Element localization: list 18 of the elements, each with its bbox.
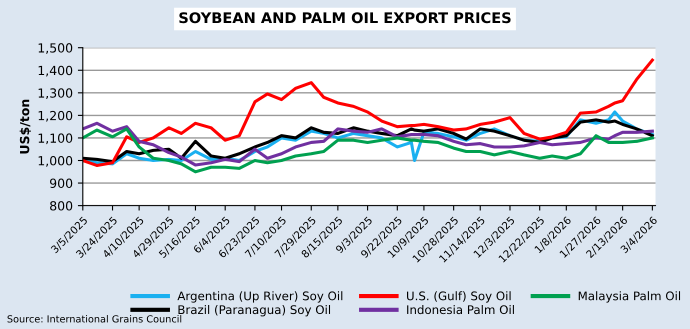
legend-label: Argentina (Up River) Soy Oil <box>177 291 342 303</box>
chart-title: SOYBEAN AND PALM OIL EXPORT PRICES <box>179 12 511 24</box>
y-tick-label: 1,300 <box>38 88 72 100</box>
y-tick-label: 1,000 <box>38 156 72 167</box>
line-series <box>82 58 654 167</box>
y-tick-label: 1,200 <box>38 110 72 122</box>
legend-label: U.S. (Gulf) Soy Oil <box>407 291 511 303</box>
legend-label: Malaysia Palm Oil <box>578 291 680 303</box>
line-series <box>82 127 654 174</box>
legend-label: Indonesia Palm Oil <box>407 304 514 314</box>
y-tick-label: 1,400 <box>38 66 72 76</box>
y-tick-label: 1,100 <box>38 133 72 144</box>
legend-label: Brazil (Paranagua) Soy Oil <box>178 304 330 316</box>
y-tick-label: 800 <box>50 201 72 211</box>
y-tick-label: 900 <box>50 178 72 188</box>
y-tick-label: 1,500 <box>38 43 72 54</box>
y-axis-title: US$/ton <box>20 100 31 154</box>
source-note: Source: International Grains Council <box>8 315 182 323</box>
